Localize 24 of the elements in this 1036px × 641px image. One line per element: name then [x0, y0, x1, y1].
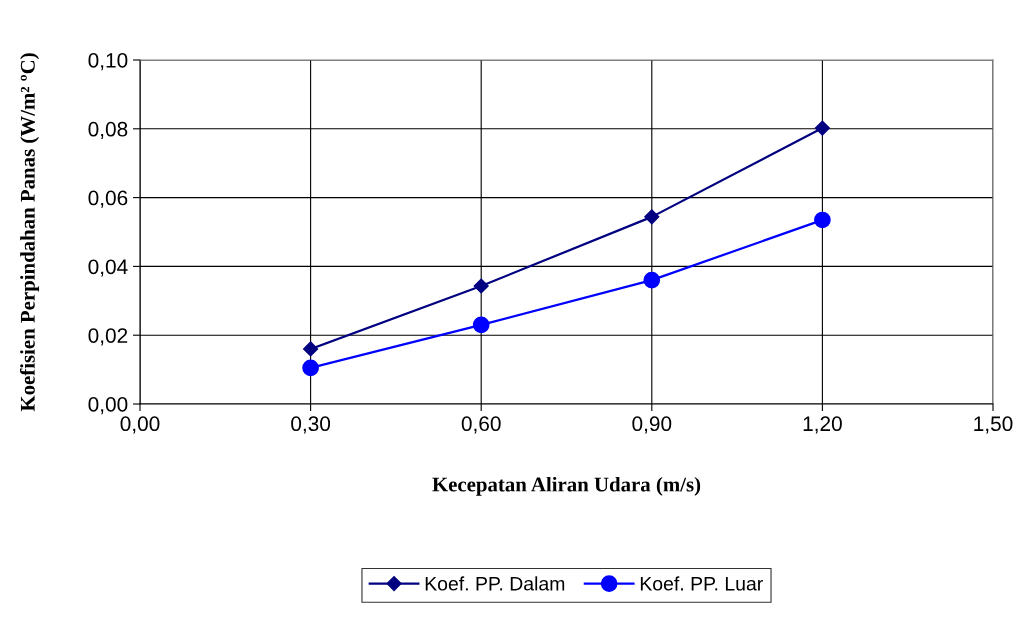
- point: [814, 211, 831, 229]
- x-tick-label: 0,90: [632, 416, 672, 434]
- point: [473, 278, 489, 294]
- y-tick-label: 0,00: [88, 397, 128, 415]
- point: [643, 271, 661, 289]
- x-axis-title: Kecepatan Aliran Udara (m/s): [432, 476, 701, 496]
- point: [302, 359, 319, 377]
- point: [644, 209, 660, 225]
- y-axis-title: Koefisien Perpindahan Panas (W/m² ºC): [19, 53, 40, 412]
- point: [814, 120, 830, 136]
- legend-label: Koef. PP. Dalam: [425, 576, 565, 591]
- x-tick-label: 1,20: [803, 416, 842, 434]
- x-tick-label: 0,30: [291, 416, 331, 434]
- x-tick-label: 0,60: [461, 416, 501, 434]
- y-tick-label: 0,02: [88, 328, 128, 346]
- point: [472, 316, 490, 334]
- x-tick-label: 0,00: [120, 416, 160, 434]
- y-tick-label: 0,06: [88, 190, 128, 208]
- point: [303, 341, 319, 357]
- y-tick-label: 0,10: [88, 53, 128, 71]
- y-tick-label: 0,08: [88, 121, 128, 140]
- x-tick-label: 1,50: [974, 416, 1013, 434]
- legend-label: Koef. PP. Luar: [640, 576, 763, 591]
- y-tick-label: 0,04: [88, 259, 128, 277]
